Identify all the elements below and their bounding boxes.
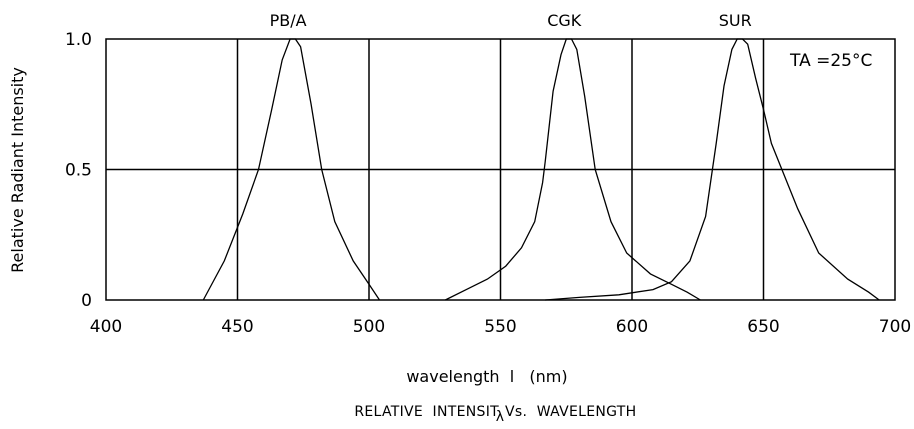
grid-layer [106,39,895,300]
caption-tail: Vs. WAVELENGTH [505,404,636,420]
x-tick-label: 600 [616,317,648,337]
y-tick-label: 0.5 [65,161,92,181]
x-tick-label: 550 [484,317,516,337]
x-tick-label: 700 [879,317,911,337]
series-label-pb-a: PB/A [270,11,307,30]
series-label-sur: SUR [719,11,752,30]
series-line-sur [545,38,880,301]
x-tick-label: 450 [221,317,253,337]
series-line-pb-a [202,38,381,301]
x-tick-label: 400 [90,317,122,337]
chart-caption: RELATIVE INTENSIT λ Vs. WAVELENGTH [354,404,636,425]
label-layer: 400 450 500 550 600 650 700 0 0.5 1.0 PB/A CGK SUR [65,11,911,337]
x-tick-label: 500 [353,317,385,337]
plot-frame [105,38,896,301]
x-axis-title: wavelength l (nm) [406,367,567,386]
temperature-annotation: TA =25°C [789,51,872,71]
y-tick-label: 1.0 [65,30,92,50]
y-axis-title: Relative Radiant Intensity [8,67,27,273]
series-label-cgk: CGK [547,11,582,30]
curve-layer [202,38,880,301]
y-tick-label: 0 [81,291,92,311]
series-line-cgk [445,38,701,301]
caption-text: RELATIVE INTENSIT [354,404,499,420]
x-tick-label: 650 [747,317,779,337]
caption-lambda: λ [496,409,505,425]
